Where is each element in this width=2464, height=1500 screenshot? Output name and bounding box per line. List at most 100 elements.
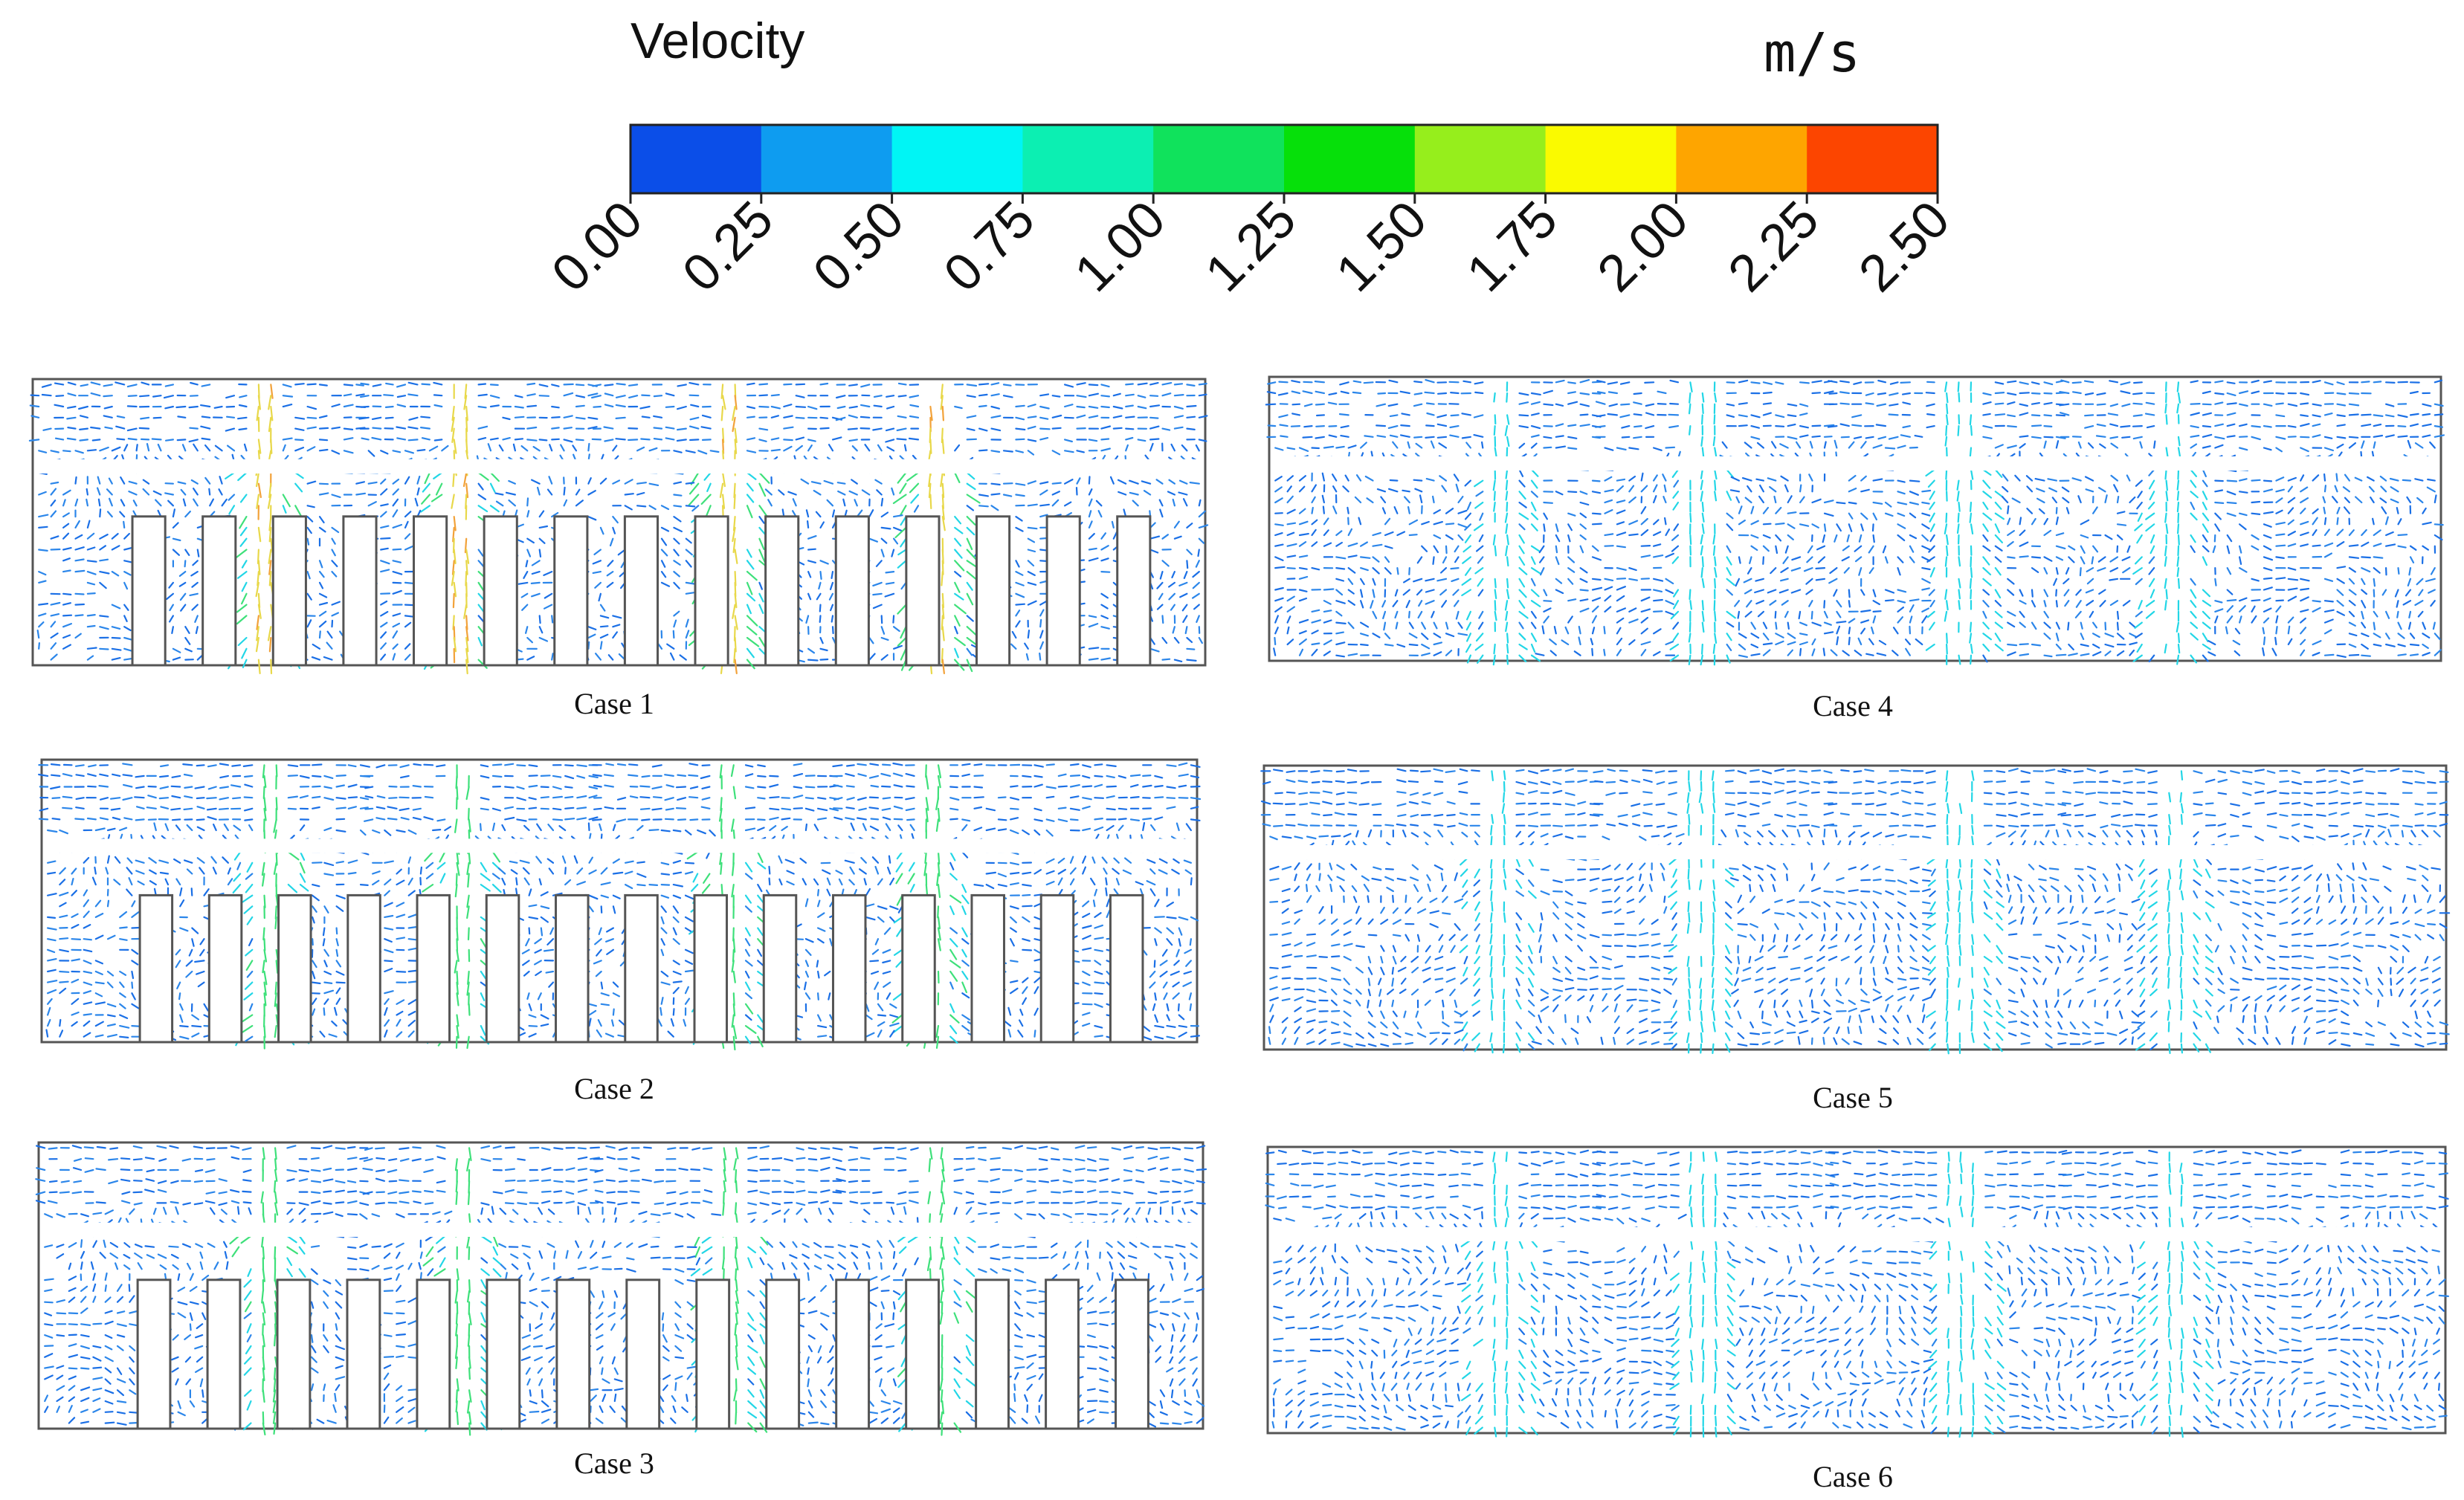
velocity-vector bbox=[59, 937, 69, 940]
velocity-vector bbox=[965, 1246, 974, 1253]
velocity-vector bbox=[1186, 659, 1197, 662]
velocity-vector bbox=[1161, 534, 1170, 540]
velocity-vector bbox=[678, 1167, 688, 1171]
velocity-vector bbox=[665, 392, 675, 397]
velocity-vector bbox=[546, 488, 553, 496]
velocity-vector bbox=[172, 647, 181, 653]
velocity-vector bbox=[466, 861, 470, 876]
velocity-vector bbox=[1100, 438, 1110, 441]
velocity-vector bbox=[86, 488, 89, 496]
velocity-vector bbox=[80, 1250, 86, 1259]
velocity-vector bbox=[929, 494, 932, 510]
velocity-vector bbox=[465, 560, 468, 575]
velocity-vector bbox=[954, 537, 962, 547]
velocity-vector bbox=[46, 927, 57, 931]
velocity-vector bbox=[721, 395, 726, 410]
velocity-vector bbox=[1039, 609, 1045, 617]
velocity-vector bbox=[660, 861, 670, 866]
velocity-vector bbox=[906, 471, 920, 482]
velocity-vector bbox=[66, 416, 77, 420]
velocity-vector bbox=[257, 560, 261, 575]
velocity-vector bbox=[800, 478, 810, 485]
velocity-vector bbox=[1062, 1168, 1071, 1173]
velocity-vector bbox=[759, 1191, 770, 1195]
velocity-vector bbox=[123, 626, 132, 632]
velocity-vector bbox=[489, 505, 500, 513]
velocity-vector bbox=[194, 786, 205, 789]
velocity-vector bbox=[213, 823, 217, 832]
velocity-vector bbox=[746, 471, 757, 480]
velocity-vector bbox=[1009, 817, 1019, 821]
velocity-vector bbox=[536, 486, 541, 496]
velocity-vector bbox=[1088, 384, 1099, 387]
velocity-vector bbox=[1192, 581, 1200, 589]
velocity-vector bbox=[268, 570, 272, 586]
velocity-vector bbox=[650, 1213, 661, 1217]
velocity-vector bbox=[268, 560, 272, 575]
velocity-vector bbox=[1088, 510, 1092, 518]
velocity-vector bbox=[185, 970, 193, 978]
velocity-vector bbox=[50, 642, 57, 650]
velocity-vector bbox=[577, 1178, 588, 1182]
velocity-vector bbox=[651, 786, 662, 790]
velocity-vector bbox=[759, 1246, 767, 1255]
velocity-vector bbox=[1149, 395, 1159, 397]
velocity-vector bbox=[929, 1246, 932, 1261]
velocity-vector bbox=[241, 647, 248, 659]
velocity-vector bbox=[1009, 960, 1019, 963]
velocity-vector bbox=[672, 894, 682, 899]
velocity-vector bbox=[806, 520, 810, 529]
velocity-vector bbox=[152, 490, 162, 496]
velocity-vector bbox=[452, 526, 455, 543]
velocity-vector bbox=[219, 476, 223, 485]
velocity-vector bbox=[195, 1243, 204, 1248]
velocity-vector bbox=[528, 916, 539, 920]
velocity-vector bbox=[286, 1178, 295, 1182]
velocity-vector bbox=[465, 405, 468, 421]
velocity-vector bbox=[312, 883, 320, 888]
velocity-vector bbox=[886, 446, 895, 452]
velocity-vector bbox=[612, 858, 620, 864]
velocity-vector bbox=[119, 992, 126, 998]
velocity-vector bbox=[200, 404, 211, 408]
velocity-vector bbox=[135, 786, 145, 789]
velocity-vector bbox=[425, 861, 434, 870]
velocity-vector bbox=[1173, 858, 1180, 864]
velocity-vector bbox=[248, 824, 254, 832]
velocity-vector bbox=[99, 533, 109, 540]
velocity-vector bbox=[1094, 817, 1103, 821]
velocity-vector bbox=[746, 647, 755, 659]
velocity-vector bbox=[672, 829, 682, 833]
velocity-vector bbox=[575, 439, 584, 442]
velocity-vector bbox=[757, 948, 763, 957]
velocity-vector bbox=[553, 1190, 563, 1193]
velocity-vector bbox=[723, 1191, 725, 1205]
velocity-vector bbox=[492, 1257, 502, 1266]
velocity-vector bbox=[576, 775, 586, 779]
velocity-vector bbox=[135, 818, 145, 821]
velocity-vector bbox=[937, 861, 941, 877]
velocity-vector bbox=[563, 499, 568, 507]
velocity-vector bbox=[169, 1145, 179, 1149]
velocity-vector bbox=[744, 948, 750, 957]
velocity-vector bbox=[966, 537, 973, 551]
velocity-vector bbox=[396, 1251, 401, 1259]
velocity-vector bbox=[1017, 1029, 1024, 1038]
velocity-vector bbox=[491, 883, 502, 893]
velocity-vector bbox=[86, 592, 96, 595]
velocity-vector bbox=[1076, 395, 1087, 398]
velocity-vector bbox=[910, 1147, 919, 1151]
velocity-vector bbox=[106, 970, 115, 977]
velocity-vector bbox=[86, 624, 96, 628]
velocity-vector bbox=[1007, 1006, 1012, 1016]
velocity-vector bbox=[262, 764, 265, 779]
velocity-vector bbox=[1181, 444, 1188, 452]
velocity-vector bbox=[1057, 868, 1067, 875]
velocity-vector bbox=[191, 927, 199, 934]
velocity-vector bbox=[878, 1251, 883, 1259]
velocity-vector bbox=[1147, 1167, 1157, 1171]
velocity-vector bbox=[818, 1207, 822, 1215]
velocity-vector bbox=[396, 1010, 404, 1016]
velocity-vector bbox=[396, 937, 406, 940]
velocity-vector bbox=[492, 1235, 499, 1247]
